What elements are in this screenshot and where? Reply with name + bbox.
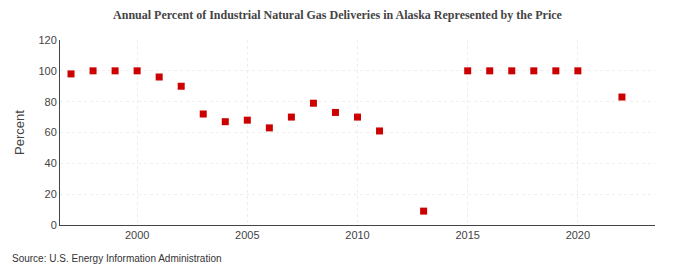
svg-text:20: 20 xyxy=(45,188,57,200)
svg-text:2000: 2000 xyxy=(125,229,149,241)
svg-text:Source: U.S. Energy Informatio: Source: U.S. Energy Information Administ… xyxy=(12,253,222,264)
svg-text:Percent: Percent xyxy=(12,110,27,155)
svg-text:2005: 2005 xyxy=(235,229,259,241)
svg-text:2020: 2020 xyxy=(566,229,590,241)
svg-text:80: 80 xyxy=(45,96,57,108)
svg-text:40: 40 xyxy=(45,157,57,169)
svg-text:100: 100 xyxy=(38,65,56,77)
svg-text:2010: 2010 xyxy=(345,229,369,241)
svg-text:60: 60 xyxy=(45,126,57,138)
svg-text:120: 120 xyxy=(38,34,56,46)
svg-text:2015: 2015 xyxy=(455,229,479,241)
svg-text:Annual Percent of Industrial N: Annual Percent of Industrial Natural Gas… xyxy=(113,8,563,22)
svg-text:0: 0 xyxy=(51,219,57,231)
